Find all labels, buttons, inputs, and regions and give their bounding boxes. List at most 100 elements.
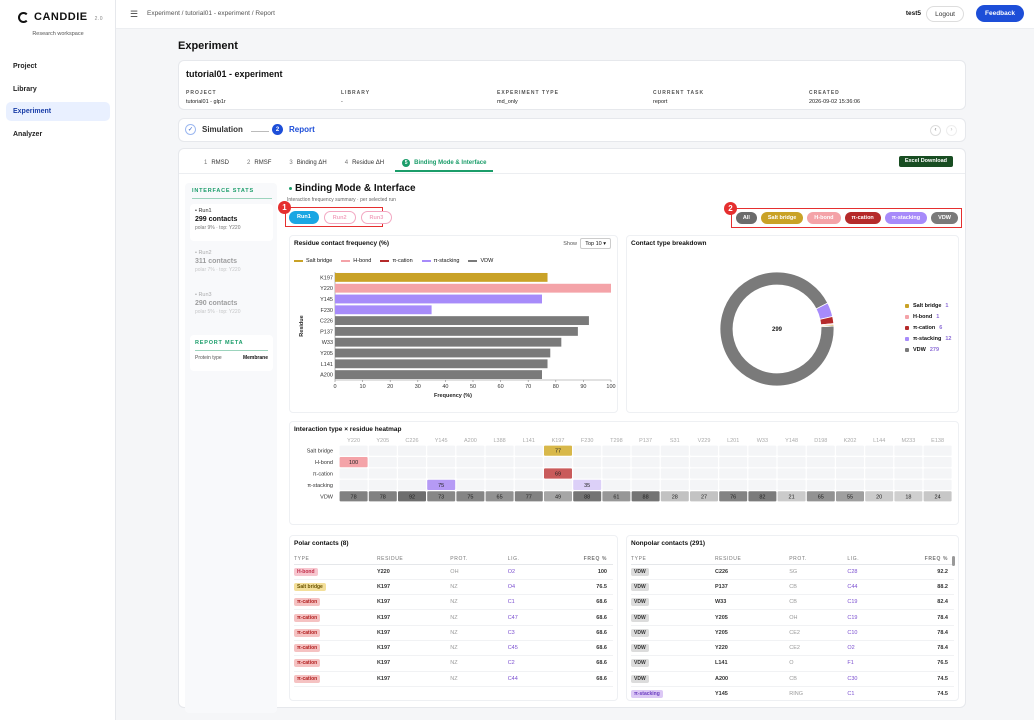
bar-k197 bbox=[335, 272, 548, 282]
column-header[interactable]: FREQ % bbox=[878, 554, 954, 565]
legend-swatch bbox=[905, 325, 909, 330]
tab-rmsd[interactable]: 1 RMSD bbox=[197, 155, 236, 172]
heatmap-cell bbox=[339, 491, 368, 502]
table-row[interactable]: Salt bridge K197 NZ O4 76.5 bbox=[294, 579, 613, 596]
legend-count: 279 bbox=[929, 346, 940, 353]
freq-cell: 68.6 bbox=[538, 655, 613, 672]
table-row[interactable]: VDW L141 O F1 76.5 bbox=[631, 655, 954, 672]
heatmap-cell bbox=[544, 491, 572, 502]
freq-cell: 68.6 bbox=[538, 671, 613, 687]
tab-residue-dh[interactable]: 4 Residue ΔH bbox=[338, 155, 391, 172]
type-pill-pi-stacking[interactable]: π-stacking bbox=[884, 212, 928, 224]
type-chip: Salt bridge bbox=[294, 582, 326, 591]
column-header[interactable]: TYPE bbox=[294, 554, 377, 565]
type-pill-h-bond[interactable]: H-bond bbox=[807, 212, 841, 224]
column-header[interactable]: PROT. bbox=[789, 554, 848, 565]
type-chip: VDW bbox=[631, 582, 649, 591]
heatmap-cell bbox=[660, 491, 689, 502]
table-row[interactable]: VDW Y205 OH C19 78.4 bbox=[631, 609, 954, 626]
heatmap-cell bbox=[631, 445, 660, 456]
run-stat-run1[interactable]: • Run1 299 contacts polar 9% · top: Y220 bbox=[190, 204, 273, 241]
step-report[interactable]: 2 Report bbox=[272, 124, 315, 135]
heatmap-cell bbox=[690, 479, 718, 490]
type-pill-all[interactable]: All bbox=[735, 212, 757, 224]
run-contacts: 290 contacts bbox=[195, 300, 238, 307]
table-row[interactable]: VDW Y220 CE2 O2 78.4 bbox=[631, 640, 954, 657]
excel-download-button[interactable]: Excel Download bbox=[898, 156, 953, 167]
sidebar-item-project[interactable]: Project bbox=[13, 63, 37, 70]
heatmap-cell bbox=[602, 479, 631, 490]
tab-binding-dh[interactable]: 3 Binding ΔH bbox=[282, 155, 333, 172]
table-row[interactable]: VDW Y205 CE2 C10 78.4 bbox=[631, 625, 954, 641]
report-meta-title: REPORT META bbox=[195, 340, 268, 351]
type-pill-pi-cation[interactable]: π-cation bbox=[844, 212, 881, 224]
heatmap-cell-value: 55 bbox=[847, 494, 853, 500]
meta-created: CREATED 2026-09-02 15:36:06 bbox=[809, 90, 860, 105]
column-header[interactable]: TYPE bbox=[631, 554, 715, 565]
residue-cell: L141 bbox=[714, 655, 790, 672]
table-row[interactable]: π-stacking Y145 RING C1 74.5 bbox=[631, 686, 954, 700]
prot-atom-cell: NZ bbox=[450, 594, 508, 611]
run-pill-run3[interactable]: Run3 bbox=[360, 211, 393, 224]
run-pill-run2[interactable]: Run2 bbox=[323, 211, 356, 224]
logout-button[interactable]: Logout bbox=[926, 6, 964, 22]
topbar: ☰ Experiment / tutorial01 - experiment /… bbox=[116, 0, 1034, 29]
step-simulation[interactable]: ✓ Simulation bbox=[185, 124, 243, 135]
column-header[interactable]: RESIDUE bbox=[714, 554, 790, 565]
app-logo[interactable]: CANDDIE 2.0 bbox=[18, 11, 103, 23]
type-pill-vdw[interactable]: VDW bbox=[931, 212, 958, 224]
prot-atom-cell: NZ bbox=[450, 625, 508, 641]
run-stat-run3[interactable]: • Run3 290 contacts polar 5% · top: Y220 bbox=[190, 288, 273, 325]
table-row[interactable]: π-cation K197 NZ C45 68.6 bbox=[294, 640, 613, 657]
legend-label: π-stacking bbox=[433, 258, 460, 264]
column-header[interactable]: LIG. bbox=[847, 554, 879, 565]
tab-binding-mode[interactable]: 5 Binding Mode & Interface bbox=[395, 155, 494, 172]
table-row[interactable]: VDW P137 CB C44 88.2 bbox=[631, 579, 954, 596]
hamburger-icon[interactable]: ☰ bbox=[130, 9, 139, 19]
table-row[interactable]: π-cation K197 NZ C2 68.6 bbox=[294, 655, 613, 672]
heatmap-row-label: π-stacking bbox=[307, 483, 333, 489]
tab-number: 2 bbox=[247, 160, 251, 166]
table-row[interactable]: VDW C226 SG C28 92.2 bbox=[631, 564, 954, 580]
heatmap-col-label: Y148 bbox=[785, 438, 798, 444]
top-n-select[interactable]: Top 10 ▾ bbox=[580, 238, 611, 249]
table-row[interactable]: VDW A200 CB C30 74.5 bbox=[631, 671, 954, 687]
heatmap-cell bbox=[660, 457, 689, 468]
table-row[interactable]: VDW W33 CB C19 82.4 bbox=[631, 594, 954, 611]
lig-atom-cell: C47 bbox=[507, 609, 539, 626]
tab-divider bbox=[179, 173, 965, 174]
table-row[interactable]: H-bond Y220 OH O2 100 bbox=[294, 564, 613, 580]
column-header[interactable]: RESIDUE bbox=[376, 554, 451, 565]
run-stat-run2[interactable]: • Run2 311 contacts polar 7% · top: Y220 bbox=[190, 246, 273, 283]
meta-label: CURRENT TASK bbox=[653, 90, 705, 96]
chevron-left-icon[interactable]: ‹ bbox=[930, 125, 941, 136]
column-header[interactable]: PROT. bbox=[450, 554, 508, 565]
type-chip: H-bond bbox=[294, 567, 318, 576]
sidebar-item-library[interactable]: Library bbox=[13, 85, 37, 93]
table-scrollbar[interactable] bbox=[952, 556, 955, 566]
tab-number: 3 bbox=[289, 160, 293, 166]
meta-value: report bbox=[653, 99, 668, 105]
column-header[interactable]: LIG. bbox=[507, 554, 539, 565]
heatmap-cell bbox=[836, 445, 864, 456]
table-row[interactable]: π-cation K197 NZ C47 68.6 bbox=[294, 609, 613, 626]
heatmap-cell-value: 20 bbox=[876, 494, 882, 500]
type-pill-salt-bridge[interactable]: Salt bridge bbox=[760, 212, 804, 224]
table-row[interactable]: π-cation K197 NZ C44 68.6 bbox=[294, 671, 613, 687]
breakdown-title: Contact type breakdown bbox=[631, 240, 707, 247]
page-title: Experiment bbox=[178, 40, 238, 52]
lig-atom-cell: O4 bbox=[507, 579, 539, 596]
sidebar-item-experiment[interactable]: Experiment bbox=[6, 102, 110, 121]
feedback-button[interactable]: Feedback bbox=[976, 5, 1024, 22]
tab-rmsf[interactable]: 2 RMSF bbox=[240, 155, 278, 172]
annotation-badge-2: 2 bbox=[724, 202, 737, 215]
sidebar-item-analyzer[interactable]: Analyzer bbox=[13, 130, 43, 138]
chevron-right-icon[interactable]: › bbox=[946, 125, 957, 136]
heatmap-cell bbox=[806, 479, 835, 490]
run-pill-run1[interactable]: Run1 bbox=[289, 211, 319, 224]
table-row[interactable]: π-cation K197 NZ C3 68.6 bbox=[294, 625, 613, 641]
column-header[interactable]: FREQ % bbox=[538, 554, 613, 565]
heatmap-cell bbox=[485, 491, 514, 502]
type-chip: π-cation bbox=[294, 613, 321, 622]
table-row[interactable]: π-cation K197 NZ C1 68.6 bbox=[294, 594, 613, 611]
